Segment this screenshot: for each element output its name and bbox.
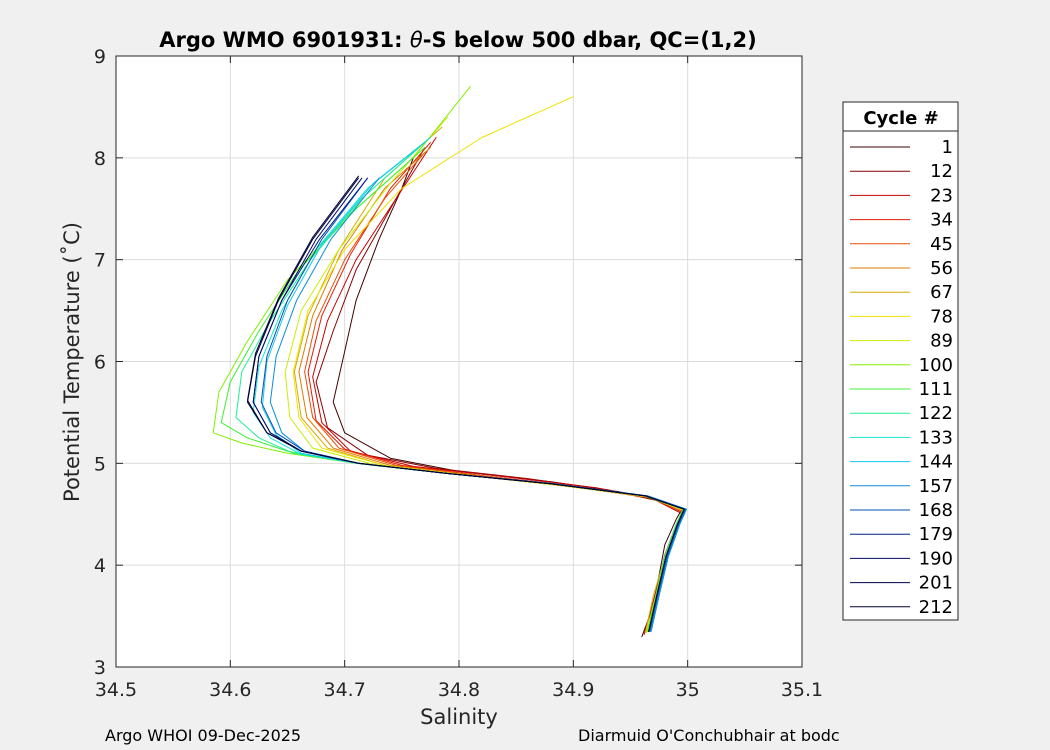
y-axis-label: Potential Temperature (˚C) xyxy=(60,222,84,502)
y-tick-label: 8 xyxy=(94,148,106,170)
y-tick-label: 6 xyxy=(94,352,106,374)
legend-label: 1 xyxy=(942,137,953,158)
legend-box xyxy=(842,101,959,621)
x-tick-label: 34.8 xyxy=(438,679,480,701)
legend-label: 45 xyxy=(930,234,953,255)
x-axis-label: Salinity xyxy=(420,705,498,729)
legend-label: 89 xyxy=(930,331,953,352)
legend: Cycle # 1 12 23 34 45 56 67 78 89 100 111 122 133 144… xyxy=(842,101,959,621)
theta-symbol: θ xyxy=(410,28,423,52)
footer-right: Diarmuid O'Conchubhair at bodc xyxy=(578,726,840,745)
legend-label: 168 xyxy=(919,500,953,521)
legend-label: 133 xyxy=(919,427,953,448)
legend-entries: 1 12 23 34 45 56 67 78 89 100 111 122 133 144 157 168 17… xyxy=(850,137,953,618)
x-tick-label: 34.5 xyxy=(95,679,137,701)
legend-label: 111 xyxy=(919,379,953,400)
legend-label: 78 xyxy=(930,306,953,327)
y-tick-label: 5 xyxy=(94,453,106,475)
chart-title: Argo WMO 6901931: θ-S below 500 dbar, QC… xyxy=(159,28,756,52)
x-tick-label: 34.7 xyxy=(324,679,366,701)
x-tick-label: 35.1 xyxy=(781,679,823,701)
legend-label: 212 xyxy=(919,597,953,618)
y-tick-label: 9 xyxy=(94,46,106,68)
legend-label: 12 xyxy=(930,161,953,182)
legend-label: 144 xyxy=(919,452,953,473)
legend-label: 100 xyxy=(919,355,953,376)
x-tick-label: 34.6 xyxy=(209,679,251,701)
legend-label: 34 xyxy=(930,210,953,231)
data-series xyxy=(212,86,687,637)
legend-label: 67 xyxy=(930,282,953,303)
y-tick-label: 3 xyxy=(94,657,106,679)
legend-label: 157 xyxy=(919,476,953,497)
axis-ticks: 34.5 34.6 34.7 34.8 34.9 35 35.1 3 4 5 6 7 8 9 xyxy=(94,46,823,701)
legend-label: 190 xyxy=(919,548,953,569)
legend-label: 201 xyxy=(919,573,953,594)
footer-left: Argo WHOI 09-Dec-2025 xyxy=(105,726,301,745)
series-line-cycle-212 xyxy=(247,175,685,632)
legend-label: 179 xyxy=(919,524,953,545)
legend-title: Cycle # xyxy=(863,108,938,129)
legend-label: 56 xyxy=(930,258,953,279)
x-tick-label: 35 xyxy=(676,679,700,701)
x-tick-label: 34.9 xyxy=(552,679,594,701)
legend-label: 23 xyxy=(930,185,953,206)
legend-label: 122 xyxy=(919,403,953,424)
y-tick-label: 7 xyxy=(94,250,106,272)
y-tick-label: 4 xyxy=(94,555,106,577)
